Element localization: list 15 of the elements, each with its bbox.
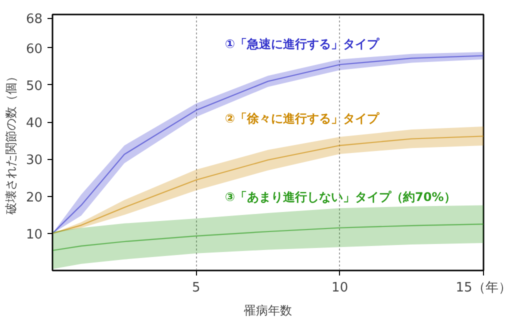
x-tick-label: 10: [332, 280, 348, 296]
x-axis-title: 罹病年数: [243, 304, 292, 318]
x-tick-label: 5: [192, 280, 200, 296]
y-tick-label: 20: [26, 190, 43, 206]
y-tick-label: 68: [26, 12, 43, 28]
y-tick-label: 60: [26, 42, 43, 57]
series-label: ③「あまり進行しない」タイプ（約70%）: [224, 190, 456, 204]
y-tick-label: 30: [26, 153, 43, 168]
x-tick-label: 15（年）: [456, 280, 512, 296]
series-label: ②「徐々に進行する」タイプ: [224, 112, 380, 126]
y-tick-label: 40: [26, 116, 43, 132]
y-tick-label: 10: [26, 227, 43, 242]
y-tick-label: 50: [26, 78, 43, 94]
series-label: ①「急速に進行する」タイプ: [224, 36, 380, 51]
y-axis-title: 破壊された関節の数（個）: [4, 70, 18, 216]
